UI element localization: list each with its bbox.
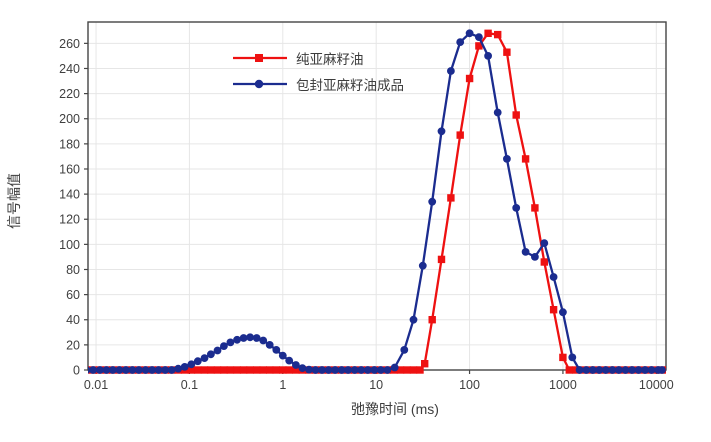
- svg-text:160: 160: [59, 162, 80, 176]
- svg-text:220: 220: [59, 87, 80, 101]
- svg-text:260: 260: [59, 37, 80, 51]
- legend-item-pure-linseed-oil: 纯亚麻籽油: [232, 45, 404, 71]
- legend-label-encapsulated-linseed-oil: 包封亚麻籽油成品: [296, 78, 404, 93]
- svg-text:80: 80: [66, 263, 80, 277]
- svg-text:0: 0: [73, 364, 80, 378]
- svg-text:0.1: 0.1: [181, 378, 198, 392]
- svg-text:120: 120: [59, 213, 80, 227]
- svg-text:0.01: 0.01: [84, 378, 108, 392]
- svg-text:200: 200: [59, 112, 80, 126]
- svg-text:240: 240: [59, 62, 80, 76]
- legend-item-encapsulated-linseed-oil: 包封亚麻籽油成品: [232, 71, 404, 97]
- svg-text:20: 20: [66, 338, 80, 352]
- svg-text:10: 10: [369, 378, 383, 392]
- svg-text:1: 1: [279, 378, 286, 392]
- y-axis-title: 信号幅值: [6, 173, 22, 229]
- legend-label-pure-linseed-oil: 纯亚麻籽油: [296, 52, 364, 67]
- svg-text:100: 100: [459, 378, 480, 392]
- svg-text:1000: 1000: [549, 378, 577, 392]
- x-axis-title: 弛豫时间 (ms): [351, 401, 439, 417]
- svg-text:40: 40: [66, 313, 80, 327]
- svg-text:60: 60: [66, 288, 80, 302]
- svg-text:180: 180: [59, 137, 80, 151]
- legend: 纯亚麻籽油 包封亚麻籽油成品: [232, 45, 404, 97]
- red-square-marker-icon: [233, 54, 287, 62]
- svg-text:10000: 10000: [639, 378, 674, 392]
- blue-circle-marker-icon: [233, 79, 287, 89]
- svg-text:140: 140: [59, 188, 80, 202]
- svg-text:100: 100: [59, 238, 80, 252]
